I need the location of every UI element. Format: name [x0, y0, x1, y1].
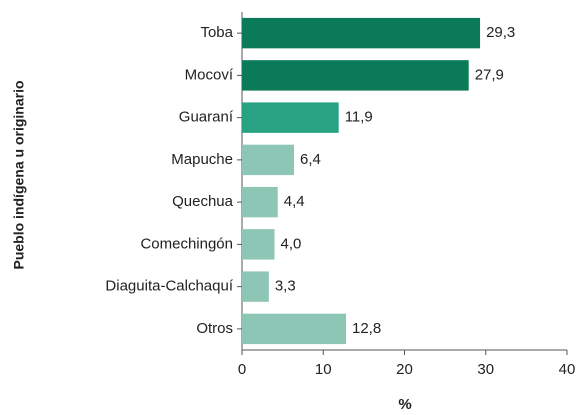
bar: [242, 17, 481, 49]
bar: [242, 313, 346, 345]
y-axis-label: Pueblo indígena u originario: [11, 80, 27, 269]
y-tick-label: Quechua: [172, 193, 234, 210]
x-tick-label: 0: [238, 361, 246, 378]
y-tick-label: Mapuche: [171, 151, 233, 168]
value-label: 11,9: [345, 109, 373, 126]
x-tick-label: 10: [315, 361, 332, 378]
bar: [242, 186, 278, 218]
bar: [242, 102, 339, 133]
value-label: 6,4: [300, 151, 321, 168]
x-tick-label: 20: [396, 361, 413, 378]
y-tick-label: Toba: [200, 24, 233, 41]
value-label: 27,9: [475, 66, 504, 83]
bar: [242, 271, 269, 302]
x-tick-label: 40: [559, 361, 576, 378]
bar: [242, 144, 294, 176]
value-label: 12,8: [352, 320, 381, 337]
value-label: 29,3: [486, 24, 515, 41]
value-label: 3,3: [275, 278, 296, 295]
y-tick-label: Otros: [196, 320, 233, 337]
y-tick-label: Guaraní: [179, 109, 234, 126]
bar: [242, 60, 469, 91]
value-label: 4,4: [284, 193, 305, 210]
y-tick-label: Comechingón: [140, 235, 233, 252]
bar: [242, 229, 275, 260]
y-tick-label: Mocoví: [185, 66, 234, 83]
value-label: 4,0: [281, 235, 302, 252]
y-tick-label: Diaguita-Calchaquí: [105, 278, 233, 295]
x-axis-label: %: [398, 396, 411, 413]
x-tick-label: 30: [477, 361, 494, 378]
